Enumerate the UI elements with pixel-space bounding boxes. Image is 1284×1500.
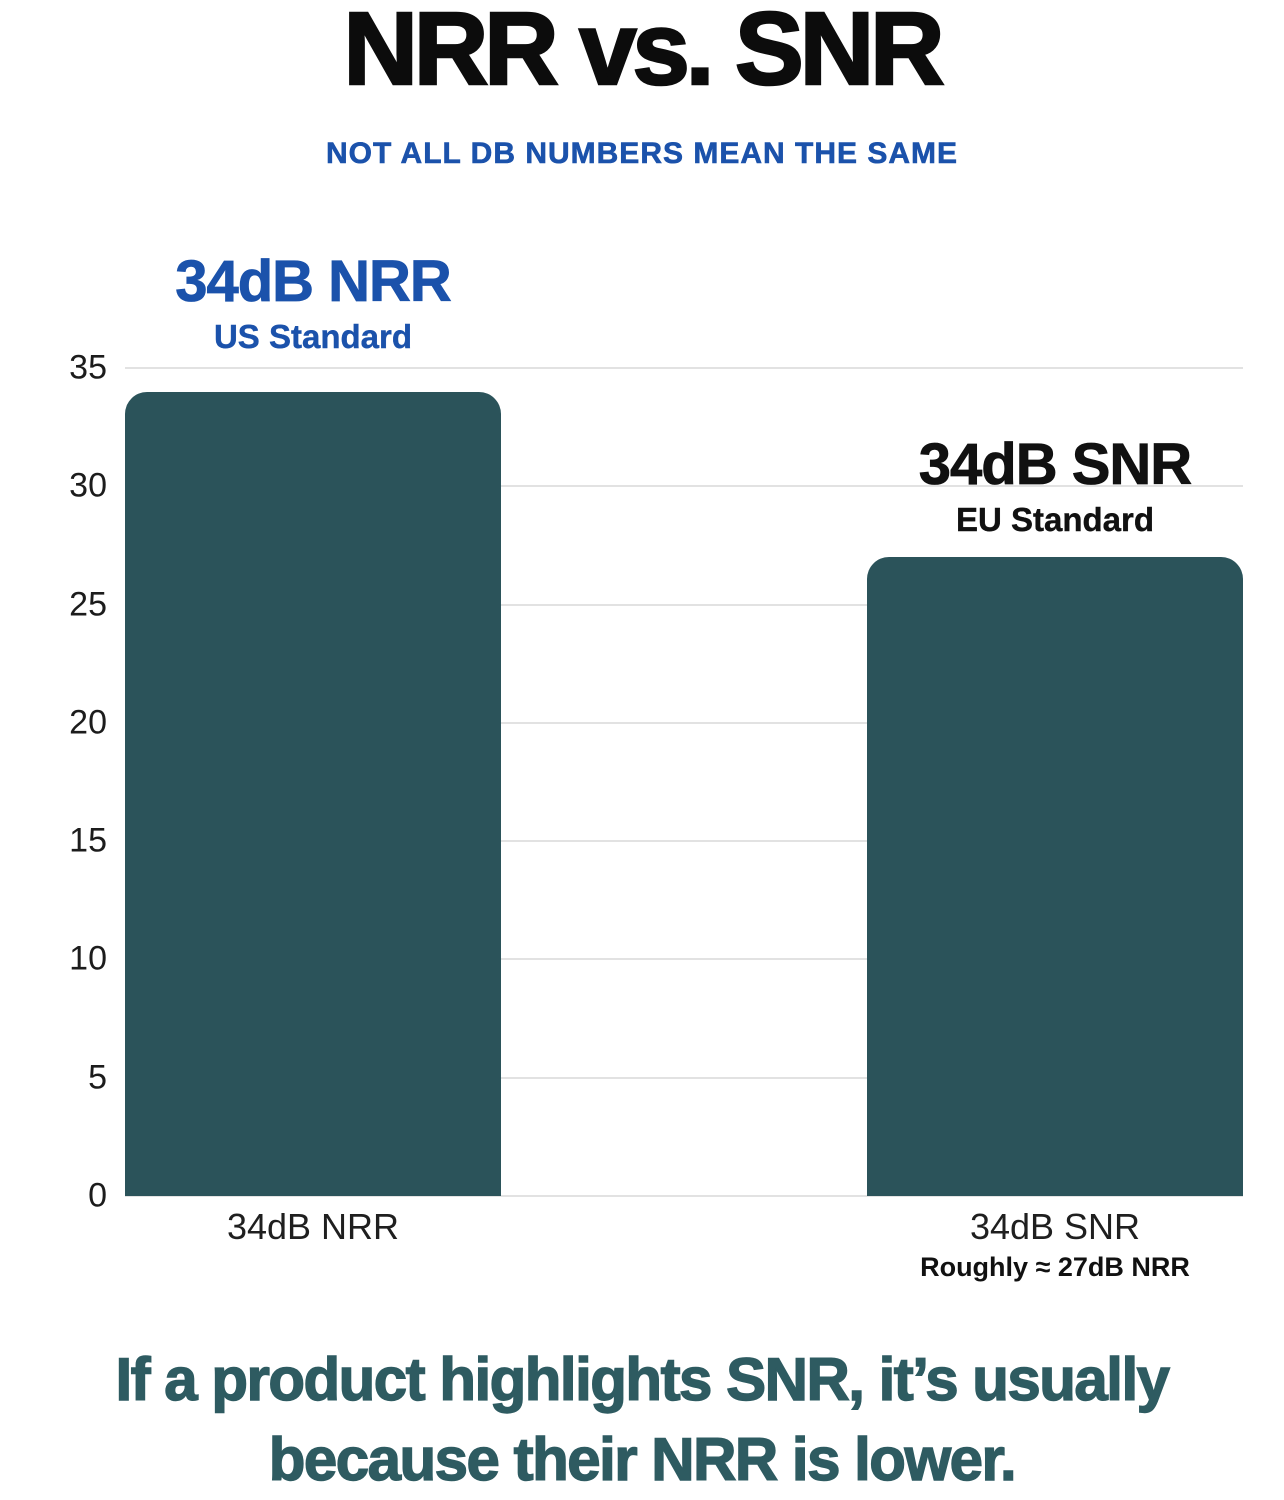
gridline-30: [125, 485, 1243, 488]
x-axis-label-text-nrr: 34dB NRR: [226, 1206, 400, 1247]
x-axis-label-snr: 34dB SNR Roughly ≈ 27dB NRR: [867, 1206, 1243, 1283]
y-axis-tick-15: 15: [69, 821, 107, 860]
footer-line-1: If a product highlights SNR, it’s usuall…: [115, 1345, 1171, 1413]
y-axis-tick-10: 10: [69, 939, 107, 978]
y-axis-tick-25: 25: [69, 585, 107, 624]
gridline-5: [125, 1076, 1243, 1079]
gridline-0: [125, 1195, 1243, 1197]
bar-chart: 0 5 10 15 20 25 30 35 34dB NRR US Standard 34dB NR…: [69, 248, 1243, 1282]
footer-message: If a product highlights SNR, it’s usuall…: [0, 1340, 1284, 1500]
x-axis-label-text-snr: 34dB SNR: [969, 1206, 1141, 1247]
bar-nrr: [125, 391, 501, 1196]
annotation-snr: 34dB SNR EU Standard: [867, 431, 1243, 539]
bar-snr: [867, 557, 1243, 1196]
annotation-subheading-snr: EU Standard: [955, 501, 1155, 539]
annotation-nrr: 34dB NRR US Standard: [125, 248, 501, 356]
page-subtitle: NOT ALL DB NUMBERS MEAN THE SAME: [326, 137, 958, 171]
gridline-20: [125, 721, 1243, 724]
footer-line-2: because their NRR is lower.: [268, 1425, 1017, 1493]
x-axis-sublabel-snr: Roughly ≈ 27dB NRR: [920, 1252, 1190, 1282]
page-title: NRR vs. SNR: [342, 0, 946, 106]
gridline-25: [125, 603, 1243, 606]
y-axis-tick-20: 20: [69, 703, 107, 742]
y-axis-tick-0: 0: [88, 1176, 107, 1215]
annotation-subheading-nrr: US Standard: [213, 317, 413, 355]
y-axis-tick-35: 35: [69, 348, 107, 387]
gridline-35: [125, 367, 1243, 369]
gridline-15: [125, 840, 1243, 843]
y-axis-tick-30: 30: [69, 466, 107, 505]
annotation-heading-snr: 34dB SNR: [918, 432, 1192, 498]
y-axis-tick-5: 5: [88, 1058, 107, 1097]
gridline-10: [125, 958, 1243, 961]
x-axis-label-nrr: 34dB NRR: [125, 1206, 501, 1248]
annotation-heading-nrr: 34dB NRR: [175, 248, 452, 314]
